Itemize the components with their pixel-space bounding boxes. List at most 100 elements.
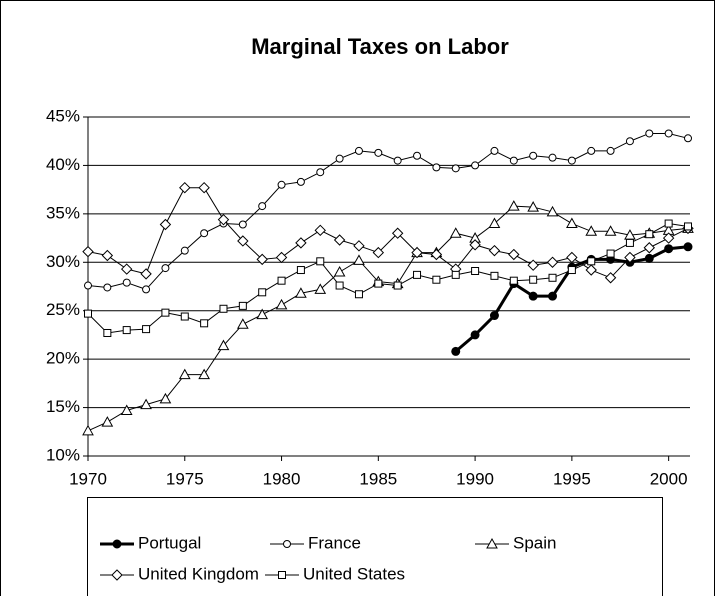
- data-point: [101, 249, 114, 262]
- x-tick-label: 1985: [359, 469, 397, 488]
- data-point: [314, 283, 327, 294]
- data-point: [101, 416, 114, 427]
- data-point: [295, 237, 307, 249]
- data-point: [469, 239, 481, 251]
- data-point: [625, 238, 634, 247]
- data-point: [527, 201, 540, 212]
- data-point: [316, 257, 325, 266]
- data-point: [643, 242, 655, 254]
- data-point: [527, 259, 539, 271]
- data-point: [566, 251, 578, 264]
- data-point: [295, 287, 307, 298]
- data-point: [432, 163, 441, 172]
- data-point: [82, 424, 94, 436]
- data-point: [120, 404, 133, 415]
- data-point: [684, 134, 692, 143]
- data-point: [548, 273, 557, 282]
- data-point: [393, 281, 402, 290]
- plot-area: [88, 117, 690, 456]
- legend-label: United Kingdom: [138, 564, 259, 583]
- data-point: [217, 213, 230, 226]
- data-point: [277, 276, 286, 285]
- data-point: [451, 270, 460, 279]
- data-point: [645, 129, 654, 138]
- y-tick-label: 10%: [46, 445, 80, 464]
- x-tick-label: 1980: [263, 469, 301, 488]
- data-point: [198, 181, 210, 194]
- data-point: [490, 271, 499, 280]
- data-point: [296, 177, 305, 186]
- data-point: [198, 368, 210, 380]
- data-point: [644, 253, 654, 263]
- data-point: [529, 151, 538, 160]
- data-point: [354, 146, 363, 155]
- data-point: [316, 168, 325, 177]
- data-point: [548, 291, 558, 301]
- data-point: [391, 227, 404, 239]
- x-tick-label: 2000: [650, 469, 688, 488]
- data-point: [161, 264, 170, 273]
- data-point: [180, 246, 189, 255]
- data-point: [275, 251, 288, 264]
- data-point: [333, 265, 346, 277]
- data-point: [507, 200, 520, 211]
- data-point: [238, 220, 247, 229]
- data-point: [683, 242, 693, 252]
- y-tick-label: 35%: [46, 203, 80, 222]
- legend-marker: [111, 569, 123, 581]
- data-point: [122, 278, 131, 287]
- data-point: [529, 275, 538, 284]
- data-point: [140, 398, 152, 410]
- data-point: [662, 232, 675, 244]
- data-point: [585, 225, 598, 236]
- chart-title: Marginal Taxes on Labor: [251, 34, 509, 59]
- data-point: [178, 368, 191, 380]
- data-point: [413, 270, 422, 279]
- legend-label: France: [308, 533, 361, 552]
- data-point: [374, 148, 383, 157]
- data-point: [470, 330, 480, 340]
- legend-label: Portugal: [138, 533, 201, 552]
- data-point: [451, 164, 460, 173]
- data-point: [606, 146, 615, 155]
- data-point: [122, 326, 131, 335]
- data-point: [200, 229, 209, 238]
- data-point: [372, 246, 385, 259]
- x-tick-label: 1995: [553, 469, 591, 488]
- data-point: [200, 319, 209, 328]
- data-point: [432, 275, 441, 284]
- data-point: [237, 235, 249, 247]
- data-point: [159, 392, 172, 404]
- y-tick-label: 40%: [46, 155, 80, 174]
- legend-marker: [486, 537, 498, 549]
- data-point: [236, 318, 249, 329]
- data-point: [103, 328, 112, 337]
- data-point: [413, 151, 422, 160]
- x-tick-label: 1990: [456, 469, 494, 488]
- data-point: [296, 266, 305, 275]
- data-point: [471, 267, 480, 276]
- data-point: [546, 205, 559, 217]
- data-point: [180, 312, 189, 321]
- data-point: [258, 288, 267, 297]
- data-point: [587, 257, 596, 266]
- legend: [87, 497, 663, 596]
- data-point: [664, 129, 673, 138]
- data-point: [161, 308, 170, 317]
- data-point: [567, 266, 576, 275]
- data-point: [335, 154, 344, 163]
- data-point: [258, 202, 267, 211]
- data-point: [374, 279, 383, 288]
- data-point: [645, 230, 654, 239]
- data-point: [84, 281, 92, 290]
- data-point: [333, 234, 346, 246]
- data-point: [604, 272, 617, 284]
- data-point: [159, 218, 172, 231]
- data-point: [488, 244, 501, 257]
- data-point: [585, 264, 597, 276]
- data-point: [275, 298, 288, 310]
- data-point: [82, 245, 94, 258]
- data-point: [335, 281, 344, 290]
- y-tick-label: 30%: [46, 252, 80, 271]
